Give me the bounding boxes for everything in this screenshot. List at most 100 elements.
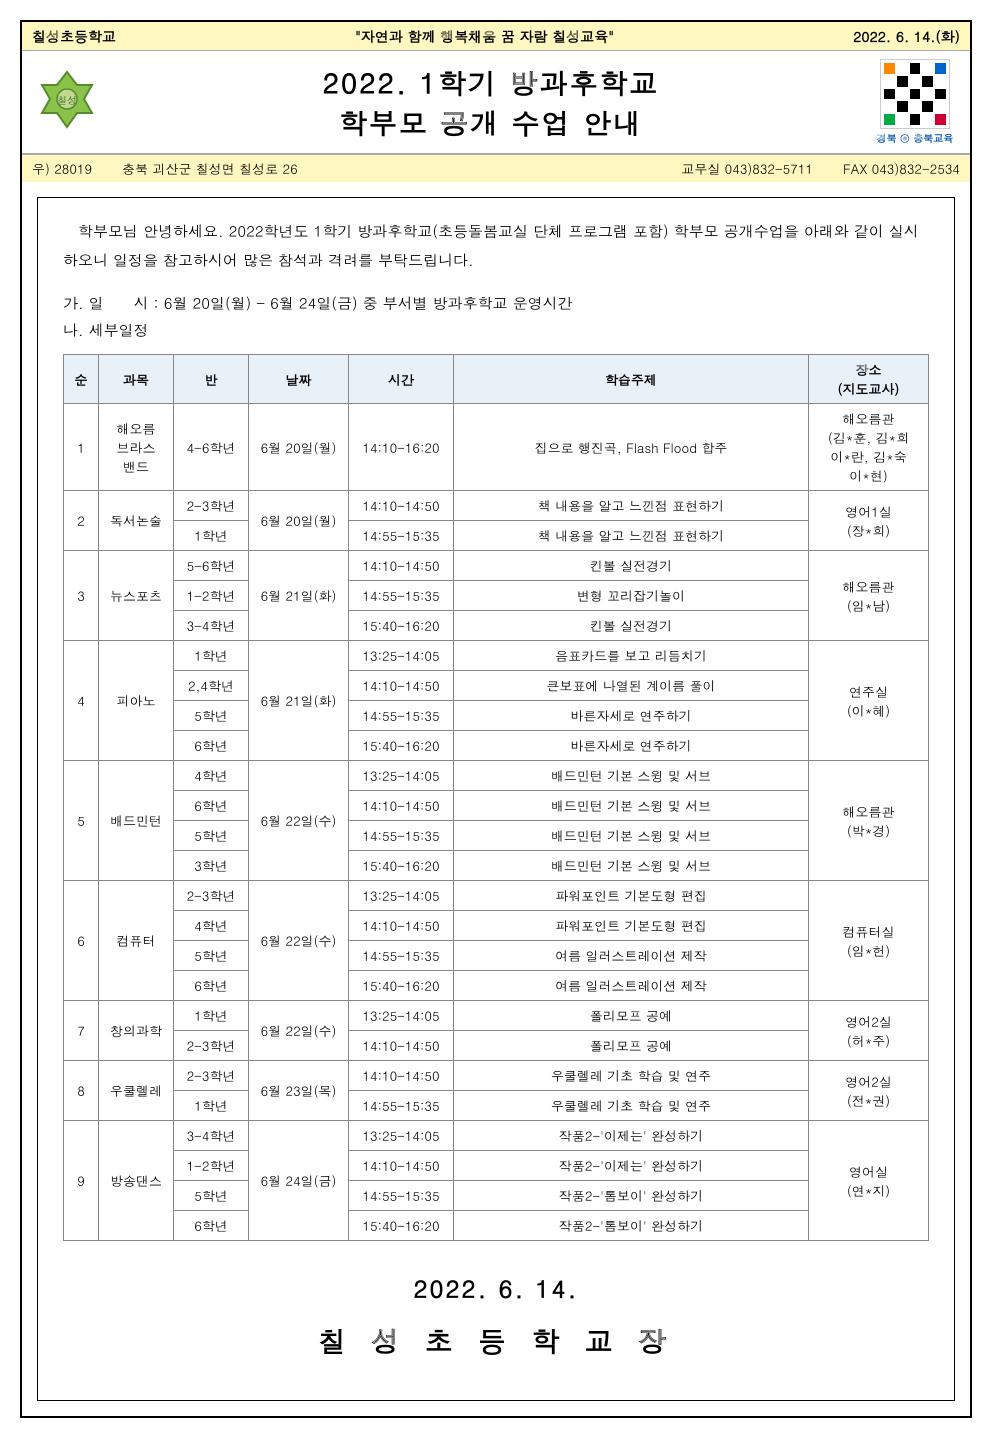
table-header-cell: 장소(지도교사) (809, 355, 929, 404)
table-row: 4피아노1학년6월 21일(화)13:25-14:05음표카드를 보고 리듬치기… (64, 641, 929, 671)
cell-class: 5학년 (174, 821, 249, 851)
cell-date: 6월 22일(수) (249, 1001, 349, 1061)
address-bar: 우) 28019 충북 괴산군 칠성면 칠성로 26 교무실 043)832-5… (22, 154, 970, 182)
cell-topic: 폴리모프 공예 (454, 1001, 809, 1031)
cell-time: 14:10-14:50 (349, 911, 454, 941)
table-row: 1-2학년 14:55-15:35변형 꼬리잡기놀이 (64, 581, 929, 611)
cell-time: 14:10-14:50 (349, 1061, 454, 1091)
cell-topic: 배드민턴 기본 스윙 및 서브 (454, 821, 809, 851)
cell-class: 6학년 (174, 971, 249, 1001)
schedule-info: 가. 일 시 : 6월 20일(월) - 6월 24일(금) 중 부서별 방과후… (63, 290, 929, 344)
cell-topic: 작품2-'톰보이' 완성하기 (454, 1211, 809, 1241)
cell-date: 6월 20일(월) (249, 404, 349, 491)
table-row: 6학년14:10-14:50배드민턴 기본 스윙 및 서브 (64, 791, 929, 821)
table-row: 6학년15:40-16:20바른자세로 연주하기 (64, 731, 929, 761)
cell-topic: 작품2-'톰보이' 완성하기 (454, 1181, 809, 1211)
content-body: 학부모님 안녕하세요. 2022학년도 1학기 방과후학교(초등돌봄교실 단체 … (37, 197, 955, 1401)
cell-date: 6월 23일(목) (249, 1061, 349, 1121)
table-header: 순과목반날짜시간학습주제장소(지도교사) (64, 355, 929, 404)
address-text: 충북 괴산군 칠성면 칠성로 26 (122, 159, 298, 178)
table-row: 5학년14:55-15:35여름 일러스트레이션 제작 (64, 941, 929, 971)
cell-class: 4학년 (174, 911, 249, 941)
cell-time: 13:25-14:05 (349, 761, 454, 791)
cell-date: 6월 20일(월) (249, 491, 349, 551)
cell-class: 1-2학년 (174, 1151, 249, 1181)
office-phone: 교무실 043)832-5711 (681, 159, 813, 178)
title-line-2: 학부모 공개 수업 안내 (112, 102, 870, 142)
cell-time: 14:55-15:35 (349, 821, 454, 851)
cell-date: 6월 22일(수) (249, 881, 349, 1001)
cell-subject: 독서논술 (99, 491, 174, 551)
table-row: 1학년14:55-15:35책 내용을 알고 느낀점 표현하기 (64, 521, 929, 551)
cell-class: 5학년 (174, 1181, 249, 1211)
cell-location: 해오름관(임*남) (809, 551, 929, 641)
cell-class: 1학년 (174, 641, 249, 671)
cell-topic: 변형 꼬리잡기놀이 (454, 581, 809, 611)
cell-class: 6학년 (174, 791, 249, 821)
cell-topic: 여름 일러스트레이션 제작 (454, 941, 809, 971)
intro-paragraph: 학부모님 안녕하세요. 2022학년도 1학기 방과후학교(초등돌봄교실 단체 … (63, 218, 929, 275)
cell-time: 14:55-15:35 (349, 1091, 454, 1121)
table-row: 5배드민턴4학년6월 22일(수)13:25-14:05배드민턴 기본 스윙 및… (64, 761, 929, 791)
cell-time: 14:10-14:50 (349, 491, 454, 521)
cell-subject: 피아노 (99, 641, 174, 761)
title-block: 2022. 1학기 방과후학교 학부모 공개 수업 안내 (112, 62, 870, 142)
school-logo-icon: 칠성 (32, 67, 102, 137)
cell-time: 15:40-16:20 (349, 971, 454, 1001)
header-date: 2022. 6. 14.(화) (853, 26, 960, 46)
cell-topic: 킨볼 실전경기 (454, 611, 809, 641)
cell-subject: 해오름브라스밴드 (99, 404, 174, 491)
cell-no: 7 (64, 1001, 99, 1061)
cell-time: 14:55-15:35 (349, 941, 454, 971)
cell-location: 컴퓨터실(임*헌) (809, 881, 929, 1001)
cell-date: 6월 22일(수) (249, 761, 349, 881)
cell-subject: 컴퓨터 (99, 881, 174, 1001)
cell-time: 14:10-14:50 (349, 671, 454, 701)
table-row: 8우쿨렐레2-3학년6월 23일(목)14:10-14:50우쿨렐레 기초 학습… (64, 1061, 929, 1091)
cell-no: 6 (64, 881, 99, 1001)
footer-signature: 칠 성 초 등 학 교 장 (63, 1320, 929, 1360)
cell-time: 13:25-14:05 (349, 1001, 454, 1031)
table-body: 1해오름브라스밴드4-6학년6월 20일(월)14:10-16:20집으로 행진… (64, 404, 929, 1241)
table-row: 1학년14:55-15:35우쿨렐레 기초 학습 및 연주 (64, 1091, 929, 1121)
cell-time: 14:10-16:20 (349, 404, 454, 491)
table-header-cell: 학습주제 (454, 355, 809, 404)
cell-location: 영어1실(장*희) (809, 491, 929, 551)
cell-time: 14:55-15:35 (349, 521, 454, 551)
cell-class: 5-6학년 (174, 551, 249, 581)
cell-class: 2-3학년 (174, 491, 249, 521)
table-row: 1-2학년 14:10-14:50작품2-'이제는' 완성하기 (64, 1151, 929, 1181)
cell-class: 1학년 (174, 1001, 249, 1031)
schedule-line-b: 나. 세부일정 (63, 317, 929, 344)
cell-class: 1-2학년 (174, 581, 249, 611)
qr-code-icon (880, 59, 950, 129)
cell-time: 14:55-15:35 (349, 581, 454, 611)
cell-time: 14:10-14:50 (349, 1151, 454, 1181)
table-header-cell: 시간 (349, 355, 454, 404)
intro-text: 학부모님 안녕하세요. 2022학년도 1학기 방과후학교(초등돌봄교실 단체 … (63, 221, 919, 271)
cell-topic: 파워포인트 기본도형 편집 (454, 911, 809, 941)
table-row: 2,4학년14:10-14:50큰보표에 나열된 계이름 풀이 (64, 671, 929, 701)
cell-location: 영어실(연*지) (809, 1121, 929, 1241)
table-row: 3-4학년15:40-16:20킨볼 실전경기 (64, 611, 929, 641)
postal-code: 우) 28019 (32, 159, 92, 178)
table-row: 5학년 14:55-15:35배드민턴 기본 스윙 및 서브 (64, 821, 929, 851)
cell-no: 4 (64, 641, 99, 761)
cell-class: 1학년 (174, 1091, 249, 1121)
cell-class: 5학년 (174, 701, 249, 731)
table-row: 2-3학년14:10-14:50폴리모프 공예 (64, 1031, 929, 1061)
cell-no: 3 (64, 551, 99, 641)
header-top-bar: 칠성초등학교 "자연과 함께 행복채움 꿈 자람 칠성교육" 2022. 6. … (22, 22, 970, 51)
footer-date: 2022. 6. 14. (63, 1271, 929, 1305)
schedule-line-a: 가. 일 시 : 6월 20일(월) - 6월 24일(금) 중 부서별 방과후… (63, 290, 929, 317)
cell-topic: 배드민턴 기본 스윙 및 서브 (454, 851, 809, 881)
cell-time: 13:25-14:05 (349, 641, 454, 671)
cell-topic: 킨볼 실전경기 (454, 551, 809, 581)
cell-subject: 방송댄스 (99, 1121, 174, 1241)
cell-time: 15:40-16:20 (349, 1211, 454, 1241)
cell-topic: 작품2-'이제는' 완성하기 (454, 1151, 809, 1181)
cell-time: 14:55-15:35 (349, 701, 454, 731)
cell-time: 13:25-14:05 (349, 881, 454, 911)
cell-location: 연주실(이*혜) (809, 641, 929, 761)
school-name: 칠성초등학교 (32, 26, 116, 46)
